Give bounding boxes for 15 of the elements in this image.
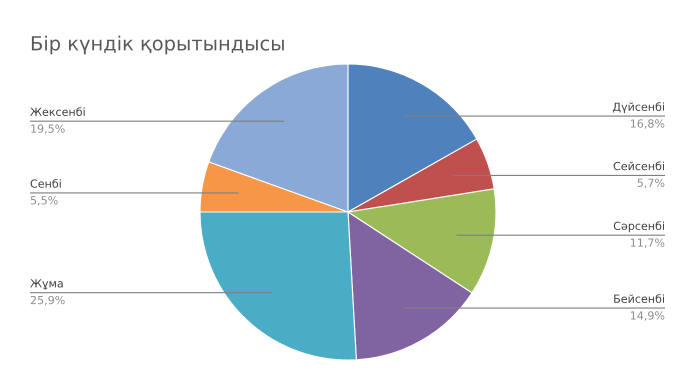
data-label: 5,5% [30, 196, 58, 206]
data-label: 25,9% [30, 296, 65, 306]
slice-label: Бейсенбі [614, 294, 664, 303]
data-label: 16,8% [630, 119, 664, 129]
chart-title: Бір күндік қорытындысы [32, 36, 284, 54]
slice-label: Жұма [30, 279, 63, 290]
data-label: 11,7% [630, 238, 664, 248]
data-label: 14,9% [630, 311, 664, 321]
data-label: 5,7% [638, 178, 664, 188]
data-label: 19,5% [31, 124, 65, 134]
slice-label: Сенбі [30, 178, 61, 188]
slice-label: Жексенбі [30, 107, 85, 116]
slice-label: Сәрсенбі [614, 221, 664, 232]
slice-label: Дүйсенбі [612, 102, 664, 114]
slice-label: Сейсенбі [614, 161, 664, 170]
